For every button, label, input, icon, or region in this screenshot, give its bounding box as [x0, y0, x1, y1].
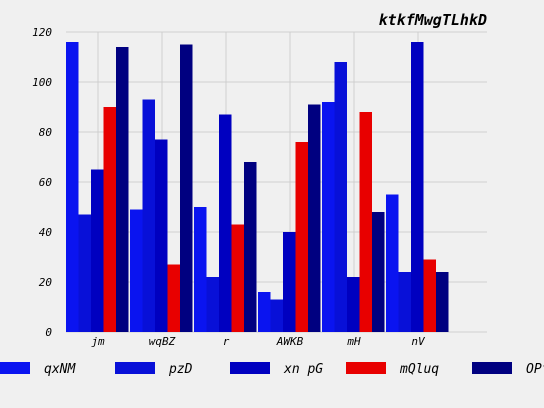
x-tick-label: mH	[346, 335, 361, 348]
legend-swatch	[115, 362, 155, 374]
y-tick-label: 0	[45, 326, 52, 339]
bar-xn-pG-wqBZ	[155, 139, 168, 332]
bar-xn-pG-AWKB	[283, 232, 296, 332]
bar-qxNM-r	[194, 207, 207, 332]
bar-xn-pG-mH	[347, 277, 360, 332]
bar-mQluq-nV	[423, 259, 436, 332]
bar-OPf-jm	[116, 47, 129, 332]
y-tick-label: 80	[39, 126, 53, 139]
bar-mQluq-jm	[103, 107, 116, 332]
legend-label: qxNM	[44, 362, 76, 377]
bar-qxNM-jm	[66, 42, 79, 332]
legend-swatch	[230, 362, 270, 374]
bar-xn-pG-r	[219, 114, 232, 332]
x-tick-label: jm	[91, 335, 105, 348]
bar-mQluq-r	[231, 224, 244, 332]
legend: qxNM pzD xn pG mQluq OPf	[0, 362, 544, 377]
bar-OPf-wqBZ	[180, 44, 193, 332]
legend-label: mQluq	[399, 362, 439, 377]
x-axis: jm wqBZ r AWKB mH nV	[91, 335, 426, 348]
y-tick-label: 100	[32, 76, 52, 89]
y-tick-label: 60	[39, 176, 53, 189]
bar-qxNM-wqBZ	[130, 209, 143, 332]
x-tick-label: nV	[411, 335, 426, 348]
chart-title: ktkfMwgTLhkD	[379, 11, 487, 29]
y-tick-label: 40	[39, 226, 53, 239]
legend-swatch	[346, 362, 386, 374]
bar-qxNM-AWKB	[258, 292, 271, 332]
bar-pzD-mH	[334, 62, 347, 332]
legend-label: OPf	[526, 362, 544, 377]
bar-OPf-r	[244, 162, 257, 332]
x-tick-label: AWKB	[276, 335, 304, 348]
x-tick-label: r	[223, 335, 230, 348]
legend-swatch	[472, 362, 512, 374]
x-tick-label: wqBZ	[149, 335, 176, 348]
legend-label: xn pG	[283, 362, 323, 377]
bar-pzD-AWKB	[270, 299, 283, 332]
bar-pzD-r	[206, 277, 219, 332]
bar-mQluq-wqBZ	[167, 264, 180, 332]
bar-OPf-nV	[436, 272, 449, 332]
bar-xn-pG-nV	[411, 42, 424, 332]
bar-mQluq-mH	[359, 112, 372, 332]
bar-OPf-AWKB	[308, 104, 321, 332]
y-axis: 0 20 40 60 80 100 120	[32, 26, 52, 339]
bar-qxNM-nV	[386, 194, 399, 332]
y-tick-label: 20	[39, 276, 53, 289]
bar-pzD-jm	[78, 214, 91, 332]
bar-pzD-nV	[398, 272, 411, 332]
bar-xn-pG-jm	[91, 169, 104, 332]
bars	[66, 42, 449, 332]
y-tick-label: 120	[32, 26, 52, 39]
legend-swatch	[0, 362, 30, 374]
bar-qxNM-mH	[322, 102, 335, 332]
legend-label: pzD	[168, 362, 193, 377]
bar-pzD-wqBZ	[142, 99, 155, 332]
bar-mQluq-AWKB	[295, 142, 308, 332]
bar-OPf-mH	[372, 212, 385, 332]
